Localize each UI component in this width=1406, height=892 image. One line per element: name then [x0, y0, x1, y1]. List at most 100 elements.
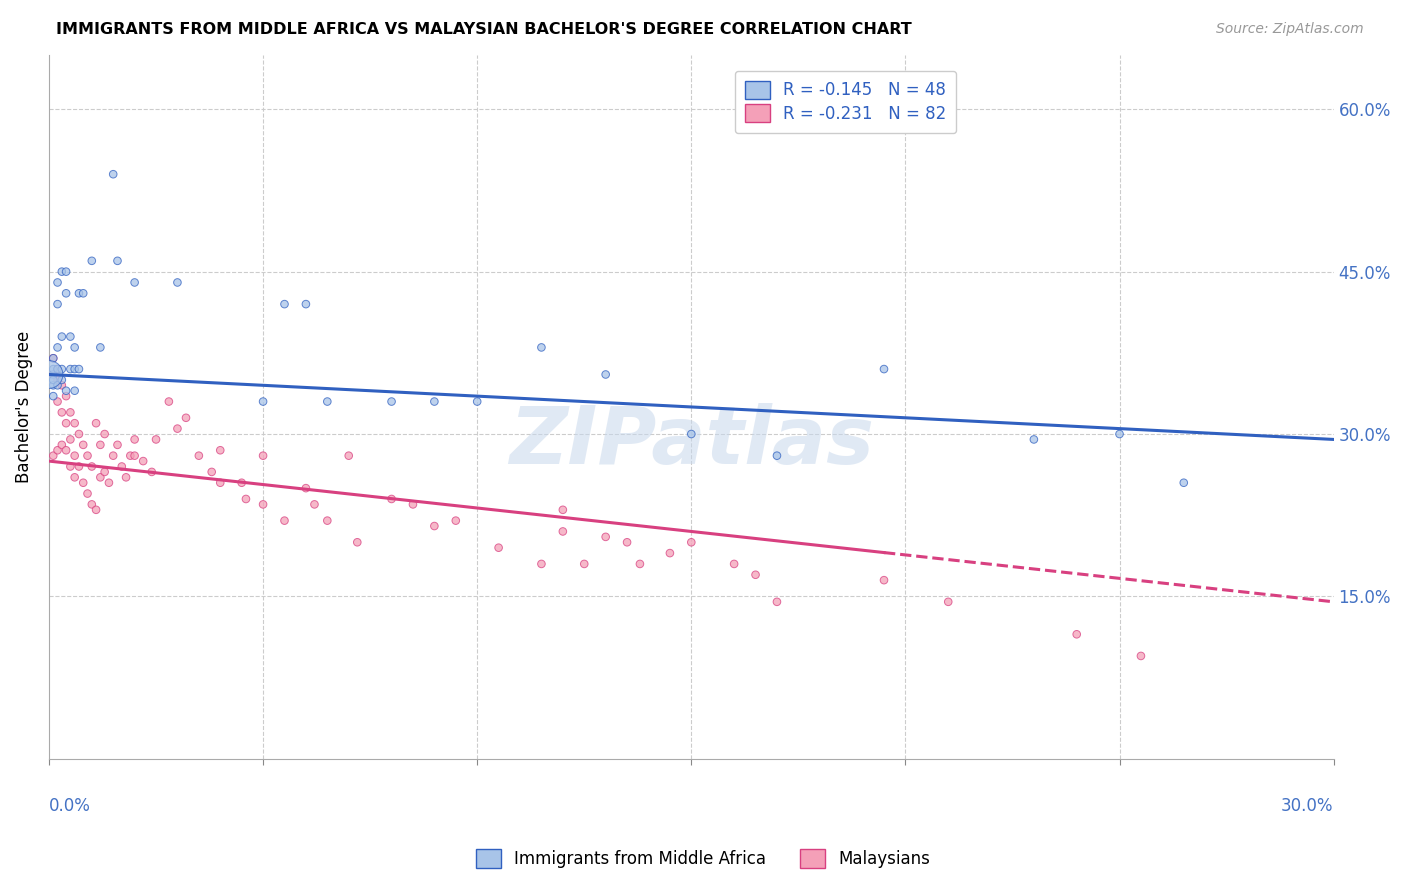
Point: [235, 491, 257, 506]
Point: [59, 459, 82, 474]
Point: [42, 389, 65, 403]
Point: [337, 449, 360, 463]
Point: [465, 394, 488, 409]
Point: [55, 384, 77, 398]
Point: [209, 475, 232, 490]
Point: [46, 362, 69, 376]
Point: [51, 405, 73, 419]
Point: [273, 514, 295, 528]
Point: [80, 459, 103, 474]
Point: [46, 340, 69, 354]
Point: [51, 378, 73, 392]
Point: [42, 351, 65, 366]
Point: [63, 384, 86, 398]
Point: [80, 253, 103, 268]
Point: [124, 449, 146, 463]
Point: [423, 519, 446, 533]
Point: [530, 340, 553, 354]
Text: Source: ZipAtlas.com: Source: ZipAtlas.com: [1216, 22, 1364, 37]
Point: [67, 286, 90, 301]
Point: [402, 497, 425, 511]
Point: [84, 416, 107, 430]
Point: [59, 433, 82, 447]
Point: [80, 497, 103, 511]
Point: [67, 459, 90, 474]
Text: 30.0%: 30.0%: [1281, 797, 1334, 815]
Point: [38, 368, 60, 382]
Point: [132, 454, 155, 468]
Point: [51, 265, 73, 279]
Point: [63, 416, 86, 430]
Y-axis label: Bachelor's Degree: Bachelor's Degree: [15, 331, 32, 483]
Point: [46, 378, 69, 392]
Text: ZIPatlas: ZIPatlas: [509, 403, 873, 481]
Point: [42, 351, 65, 366]
Point: [252, 449, 274, 463]
Point: [115, 470, 138, 484]
Point: [201, 465, 224, 479]
Point: [346, 535, 368, 549]
Point: [380, 394, 402, 409]
Point: [252, 394, 274, 409]
Point: [936, 595, 959, 609]
Point: [63, 449, 86, 463]
Point: [551, 524, 574, 539]
Point: [723, 557, 745, 571]
Point: [42, 362, 65, 376]
Point: [124, 276, 146, 290]
Point: [46, 276, 69, 290]
Point: [873, 573, 896, 587]
Point: [304, 497, 326, 511]
Point: [766, 595, 789, 609]
Point: [67, 362, 90, 376]
Point: [295, 481, 318, 495]
Point: [55, 443, 77, 458]
Point: [744, 567, 766, 582]
Point: [103, 167, 125, 181]
Text: 0.0%: 0.0%: [49, 797, 91, 815]
Point: [616, 535, 638, 549]
Point: [423, 394, 446, 409]
Point: [595, 368, 617, 382]
Point: [72, 475, 94, 490]
Legend: R = -0.145   N = 48, R = -0.231   N = 82: R = -0.145 N = 48, R = -0.231 N = 82: [735, 70, 956, 133]
Point: [1129, 648, 1152, 663]
Point: [55, 416, 77, 430]
Point: [42, 368, 65, 382]
Point: [76, 486, 98, 500]
Point: [55, 265, 77, 279]
Point: [72, 286, 94, 301]
Point: [252, 497, 274, 511]
Point: [166, 276, 188, 290]
Point: [46, 362, 69, 376]
Point: [681, 427, 703, 442]
Point: [107, 438, 129, 452]
Point: [51, 329, 73, 343]
Point: [51, 362, 73, 376]
Point: [51, 373, 73, 387]
Point: [628, 557, 651, 571]
Point: [46, 443, 69, 458]
Point: [166, 422, 188, 436]
Point: [55, 389, 77, 403]
Point: [63, 470, 86, 484]
Point: [111, 459, 134, 474]
Point: [46, 394, 69, 409]
Point: [187, 449, 209, 463]
Point: [51, 438, 73, 452]
Point: [141, 465, 163, 479]
Point: [124, 433, 146, 447]
Point: [574, 557, 596, 571]
Point: [209, 443, 232, 458]
Point: [63, 340, 86, 354]
Point: [67, 427, 90, 442]
Point: [273, 297, 295, 311]
Point: [42, 368, 65, 382]
Point: [107, 253, 129, 268]
Point: [46, 373, 69, 387]
Point: [59, 362, 82, 376]
Point: [157, 394, 180, 409]
Point: [89, 470, 111, 484]
Point: [1022, 433, 1045, 447]
Point: [1066, 627, 1088, 641]
